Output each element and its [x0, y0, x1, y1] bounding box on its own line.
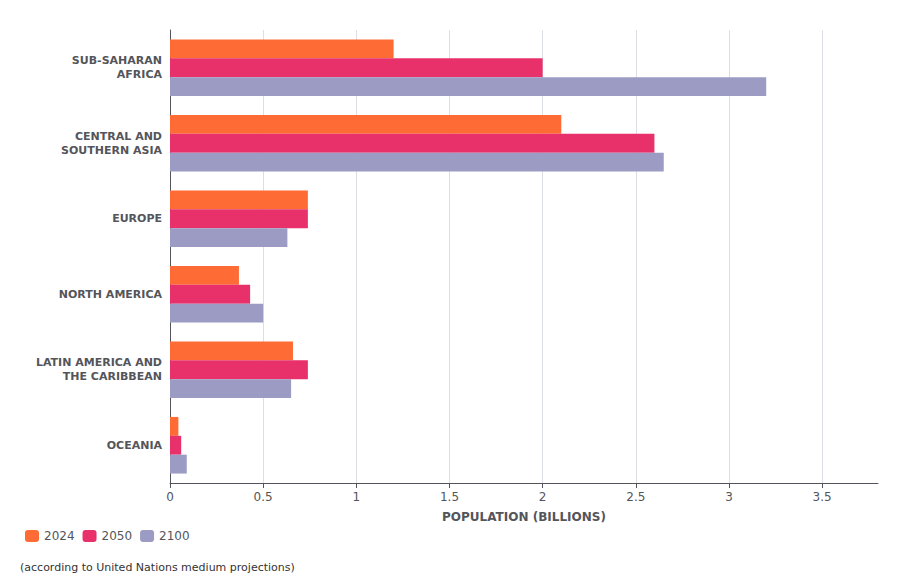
svg-text:SOUTHERN ASIA: SOUTHERN ASIA: [61, 144, 162, 157]
svg-text:OCEANIA: OCEANIA: [107, 439, 163, 452]
svg-text:0: 0: [166, 490, 174, 504]
svg-text:2050: 2050: [102, 529, 133, 543]
svg-text:2024: 2024: [44, 529, 75, 543]
svg-text:LATIN AMERICA AND: LATIN AMERICA AND: [36, 356, 162, 369]
svg-text:3.5: 3.5: [813, 490, 832, 504]
svg-text:CENTRAL AND: CENTRAL AND: [75, 130, 162, 143]
svg-text:1: 1: [352, 490, 360, 504]
svg-text:2100: 2100: [159, 529, 190, 543]
svg-text:THE CARIBBEAN: THE CARIBBEAN: [63, 370, 162, 383]
svg-text:3: 3: [725, 490, 733, 504]
svg-text:EUROPE: EUROPE: [112, 212, 162, 225]
svg-text:2.5: 2.5: [626, 490, 645, 504]
svg-text:POPULATION (BILLIONS): POPULATION (BILLIONS): [442, 510, 606, 524]
svg-text:NORTH AMERICA: NORTH AMERICA: [59, 288, 163, 301]
svg-text:(according to United Nations m: (according to United Nations medium proj…: [20, 561, 295, 574]
svg-text:2: 2: [539, 490, 547, 504]
svg-text:0.5: 0.5: [254, 490, 273, 504]
svg-text:1.5: 1.5: [440, 490, 459, 504]
svg-text:AFRICA: AFRICA: [117, 68, 163, 81]
svg-text:SUB-SAHARAN: SUB-SAHARAN: [72, 54, 162, 67]
